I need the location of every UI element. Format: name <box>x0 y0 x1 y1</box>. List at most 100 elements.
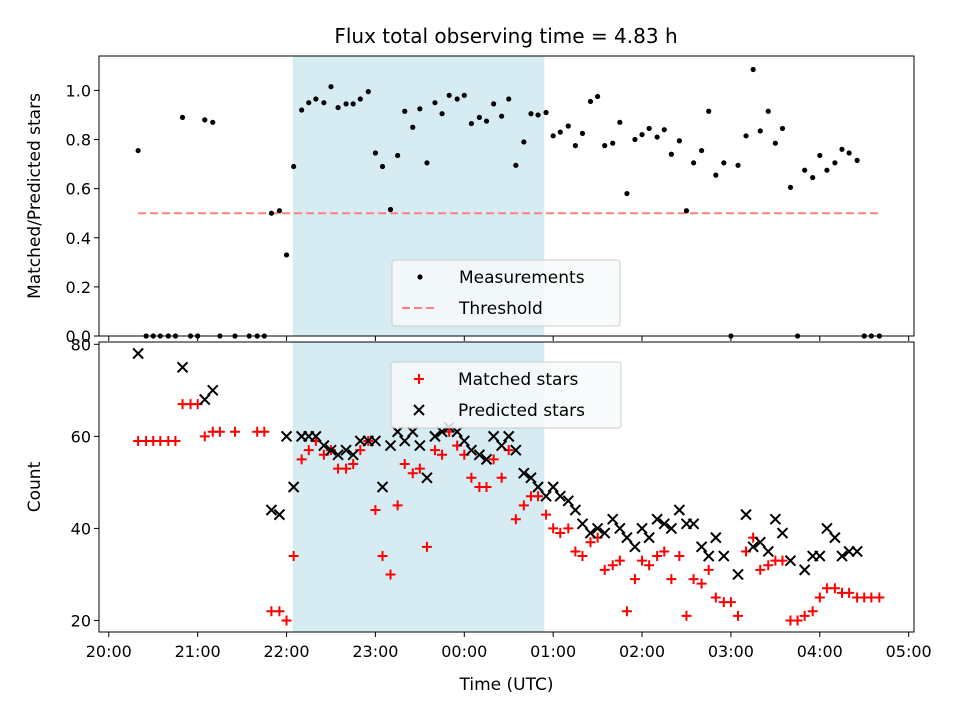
measurement-point <box>676 138 682 144</box>
measurement-point <box>706 108 712 114</box>
x-tick-label: 21:00 <box>175 642 221 661</box>
measurement-point <box>268 210 275 216</box>
measurement-point <box>395 152 401 159</box>
measurement-point <box>646 125 652 132</box>
x-tick-label: 00:00 <box>441 642 487 661</box>
measurement-point <box>387 206 394 213</box>
measurement-point <box>476 114 482 121</box>
predicted-point <box>584 527 597 539</box>
y-tick-label: 20 <box>71 611 91 630</box>
matched-point <box>814 592 825 603</box>
y-tick-label: 0.6 <box>66 180 91 199</box>
predicted-point <box>429 430 441 443</box>
matched-point <box>755 564 766 575</box>
predicted-point <box>629 541 641 553</box>
measurement-point <box>713 172 719 178</box>
measurement-point <box>343 101 349 107</box>
matched-point <box>348 458 359 469</box>
matched-point <box>399 458 410 469</box>
measurement-point <box>579 130 586 136</box>
matched-point <box>229 426 240 437</box>
measurement-point <box>468 120 474 127</box>
matched-point <box>496 472 507 483</box>
matched-point <box>696 578 707 589</box>
matched-point <box>429 445 440 456</box>
predicted-point <box>740 508 752 521</box>
predicted-point <box>540 490 552 502</box>
matched-point <box>577 551 588 562</box>
y-tick-label: 0.0 <box>66 327 91 346</box>
y-tick-label: 60 <box>71 427 91 446</box>
matched-point <box>377 551 388 562</box>
y-tick-label: 0.2 <box>66 278 91 297</box>
measurement-point <box>402 108 408 114</box>
matched-point <box>303 445 314 456</box>
measurement-point <box>357 96 363 102</box>
predicted-point <box>651 513 663 525</box>
predicted-point <box>710 531 722 544</box>
legend-matched-marker <box>414 374 424 384</box>
matched-point <box>621 606 632 617</box>
legend-label: Measurements <box>459 268 585 288</box>
predicted-point <box>532 481 544 493</box>
measurement-point <box>513 162 519 168</box>
figure-title: Flux total observing time = 4.83 h <box>334 24 677 48</box>
y-tick-label: 40 <box>71 519 91 538</box>
measurement-point <box>491 101 497 107</box>
measurement-point <box>610 140 616 146</box>
matched-point <box>548 523 559 534</box>
series-measurements <box>135 66 882 339</box>
legend-box <box>390 361 622 429</box>
top-panel: 0.0 0.2 0.4 0.6 0.8 1.0 Matched/Predicted star… <box>25 55 915 346</box>
predicted-point <box>569 504 582 516</box>
predicted-point <box>762 545 774 558</box>
legend: Matched stars Predicted stars <box>390 361 622 429</box>
measurement-point <box>817 152 823 159</box>
measurement-point <box>683 208 690 214</box>
matched-point <box>844 587 855 598</box>
matched-point <box>466 472 477 483</box>
measurement-point <box>824 167 830 173</box>
legend-predicted-marker <box>413 404 425 416</box>
matched-point <box>874 592 885 603</box>
predicted-point <box>643 531 655 544</box>
y-tick-label: 0.4 <box>66 229 91 248</box>
predicted-point <box>599 527 611 539</box>
measurement-point <box>572 143 578 149</box>
matched-point <box>481 482 492 492</box>
measurement-point <box>698 147 705 154</box>
measurement-point <box>417 106 423 112</box>
measurement-point <box>661 127 667 133</box>
matched-point <box>763 560 774 571</box>
measurement-point <box>528 111 534 117</box>
measurement-point <box>557 129 563 135</box>
predicted-point <box>673 504 686 516</box>
measurement-point <box>350 101 356 107</box>
matched-point <box>607 560 618 571</box>
measurement-point <box>291 163 297 170</box>
matched-point <box>414 463 425 474</box>
measurement-point <box>521 139 527 145</box>
matched-point <box>688 574 699 585</box>
measurement-point <box>446 92 452 98</box>
predicted-point <box>658 518 670 530</box>
matched-point <box>214 426 225 437</box>
x-tick-label: 05:00 <box>886 642 932 661</box>
x-tick-label: 04:00 <box>797 642 843 661</box>
matched-point <box>563 523 574 534</box>
measurement-point <box>743 133 749 139</box>
matched-point <box>777 555 788 566</box>
predicted-point <box>776 527 789 539</box>
measurement-point <box>506 96 512 102</box>
predicted-point <box>518 467 530 479</box>
predicted-point <box>310 430 322 443</box>
legend-measurement-marker <box>417 274 423 280</box>
y-tick-label: 80 <box>71 335 91 354</box>
measurement-point <box>276 208 283 214</box>
measurement-point <box>810 174 816 181</box>
predicted-point <box>376 481 389 493</box>
predicted-point <box>607 513 619 525</box>
matched-point <box>659 546 670 557</box>
measurement-point <box>210 119 216 125</box>
predicted-point <box>525 472 537 484</box>
